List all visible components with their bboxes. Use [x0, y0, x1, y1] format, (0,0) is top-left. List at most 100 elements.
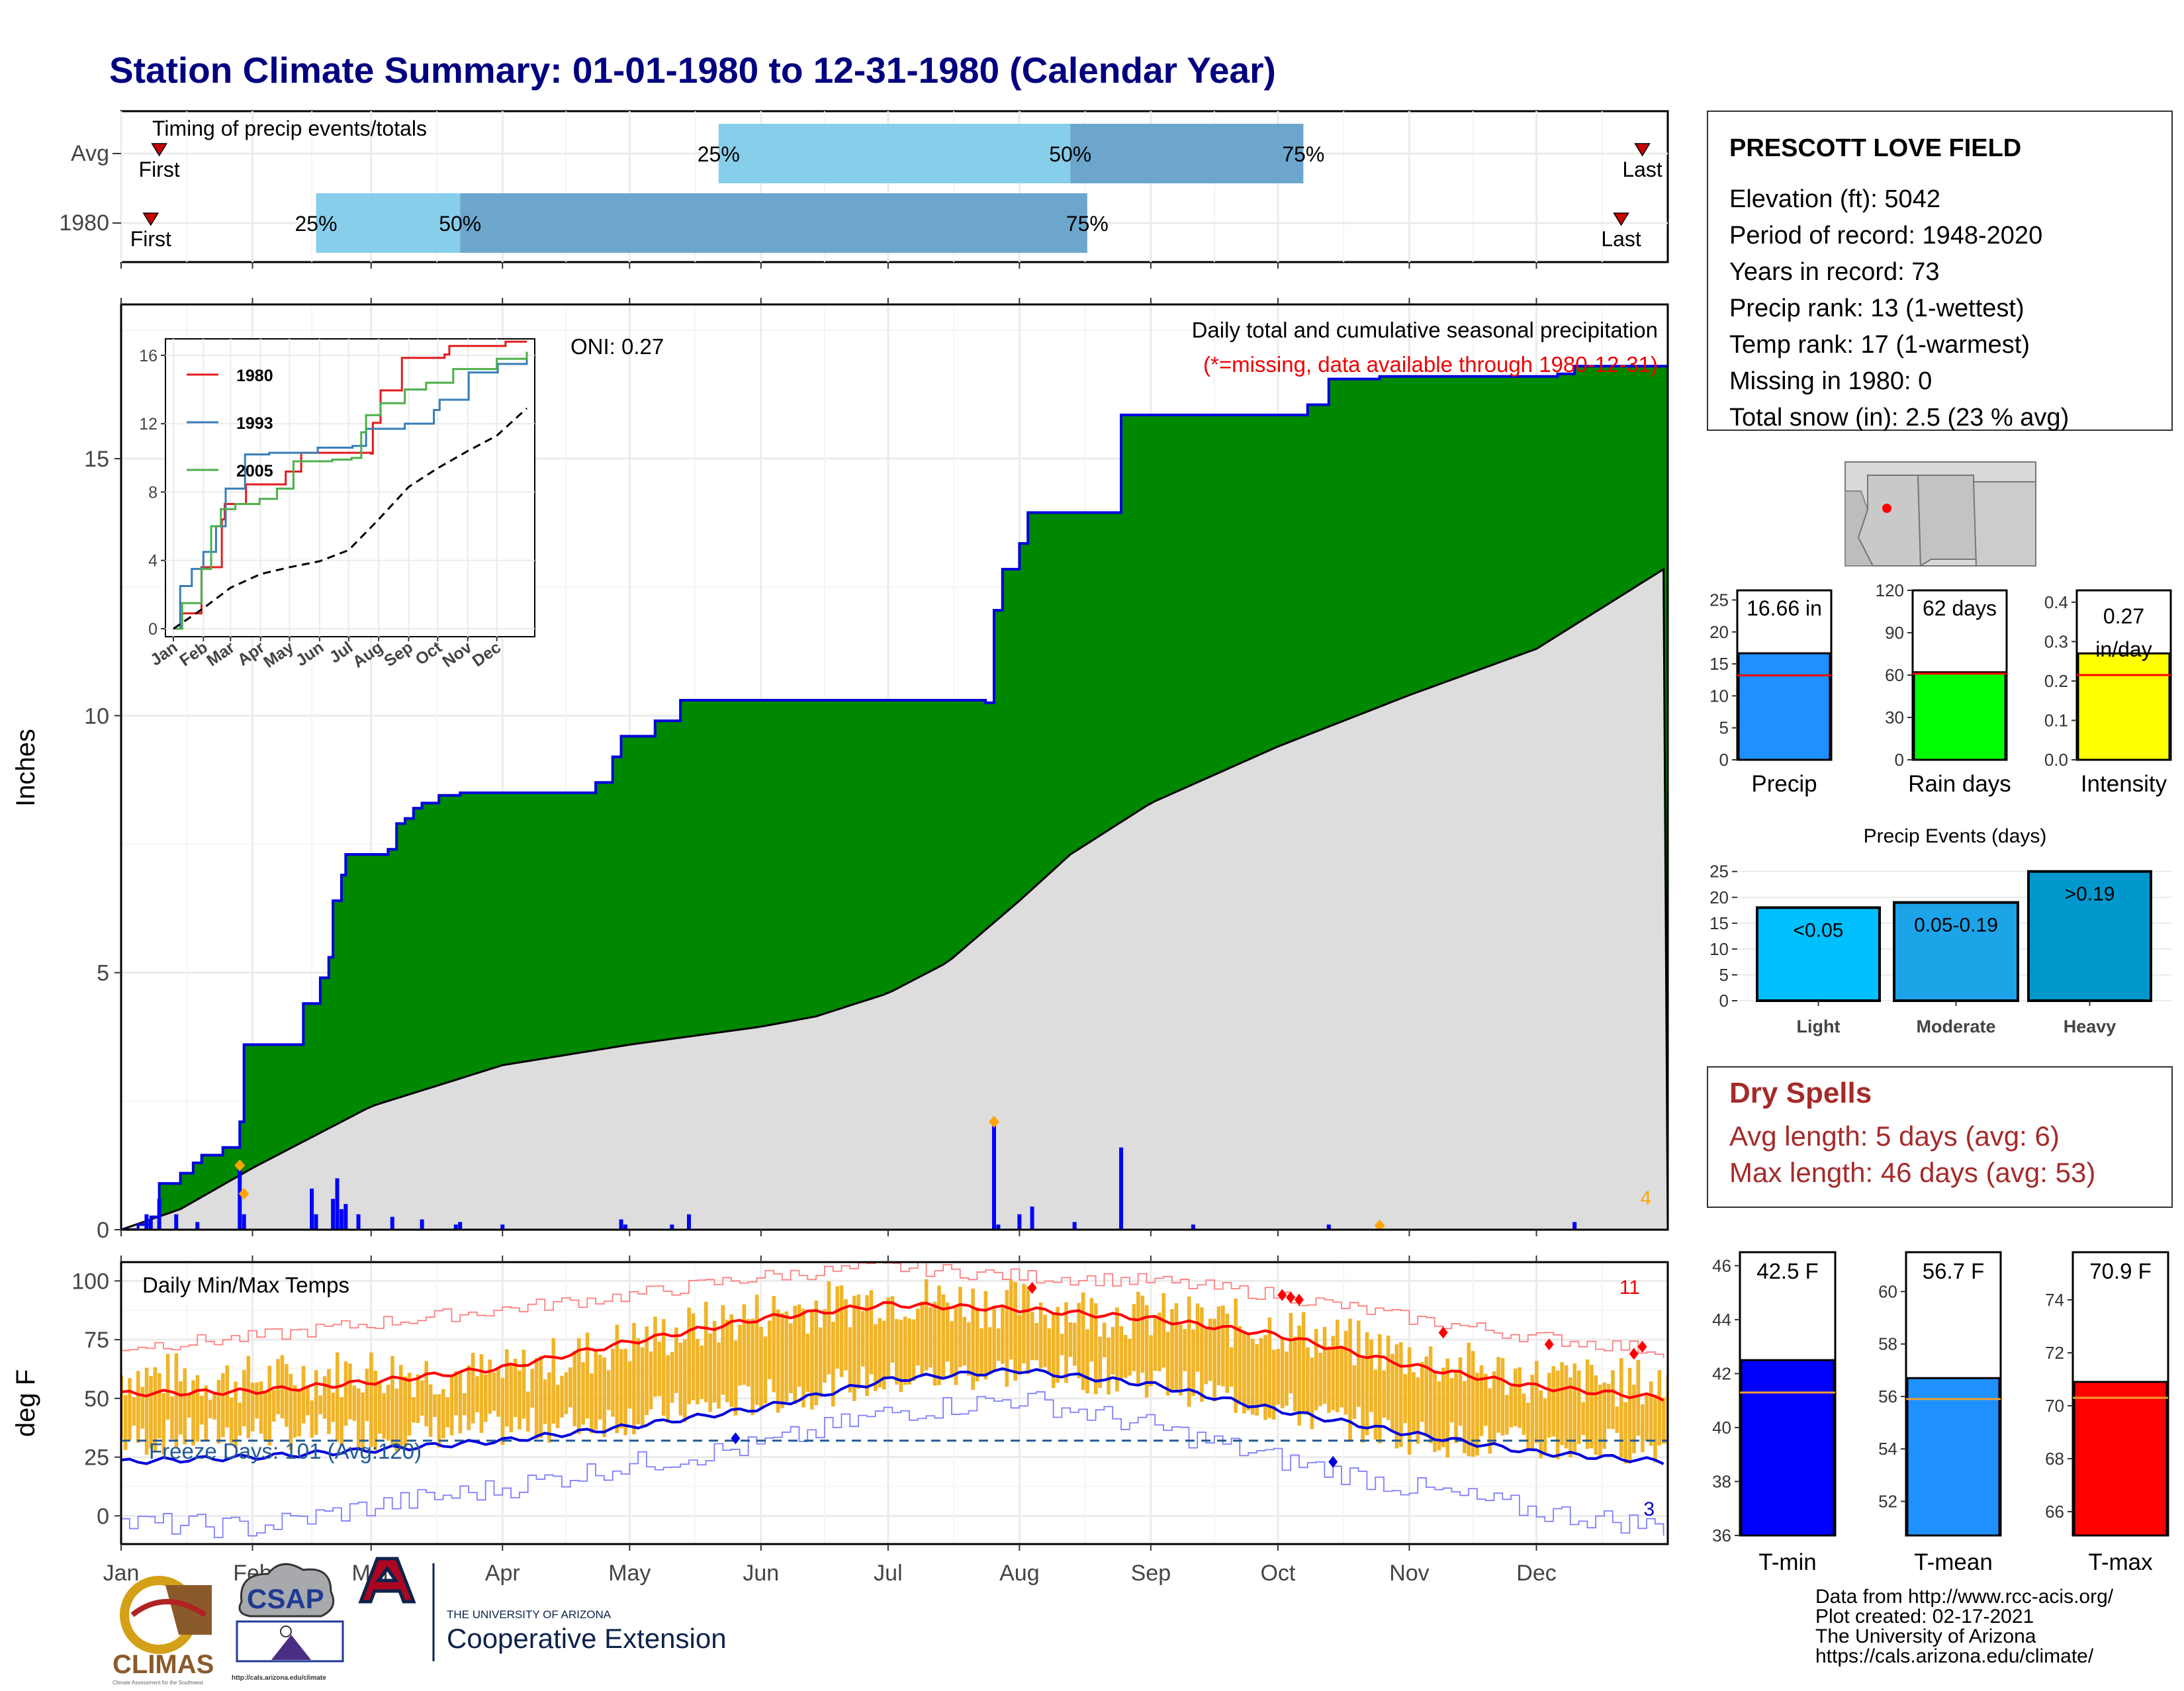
- events-bar-moderate: [1893, 901, 2019, 1003]
- daily-temp-range-bar: [551, 1338, 556, 1424]
- daily-temp-range-bar: [1513, 1368, 1518, 1426]
- daily-temp-range-bar: [297, 1391, 301, 1437]
- summary-ytick: 20: [1709, 622, 1729, 642]
- daily-temp-range-bar: [1208, 1318, 1212, 1381]
- record-high-marker: [1629, 1348, 1639, 1360]
- daily-temp-range-bar: [1170, 1309, 1174, 1393]
- temp-summary-ytick: 44: [1712, 1310, 1731, 1330]
- daily-temp-range-bar: [1437, 1381, 1441, 1451]
- page-title: Station Climate Summary: 01-01-1980 to 1…: [109, 50, 1276, 91]
- summary-ytick: 0.4: [2044, 592, 2068, 612]
- inset-line-1993: [173, 351, 528, 630]
- temp-ytick: 25: [84, 1445, 109, 1471]
- daily-precip-bar: [453, 1224, 458, 1230]
- daily-temp-range-bar: [1479, 1365, 1484, 1436]
- daily-temp-range-bar: [500, 1378, 505, 1445]
- daily-temp-range-bar: [327, 1369, 331, 1434]
- daily-precip-bar: [339, 1209, 343, 1230]
- precip-ytick: 0: [97, 1218, 109, 1243]
- temp-summary-ytick: 58: [1878, 1334, 1897, 1354]
- daily-temp-range-bar: [992, 1306, 996, 1371]
- daily-temp-range-bar: [1060, 1334, 1064, 1355]
- daily-temp-range-bar: [1250, 1338, 1255, 1415]
- daily-temp-range-bar: [1492, 1371, 1496, 1446]
- temp-summary-ytick: 72: [2045, 1343, 2064, 1363]
- daily-temp-range-bar: [1263, 1335, 1267, 1420]
- daily-temp-range-bar: [340, 1396, 343, 1446]
- daily-temp-range-bar: [962, 1316, 967, 1366]
- daily-temp-range-bar: [441, 1389, 445, 1439]
- daily-temp-range-bar: [1445, 1358, 1450, 1458]
- daily-temp-range-bar: [882, 1320, 886, 1390]
- temp-summary-ytick: 68: [2045, 1449, 2064, 1469]
- daily-temp-range-bar: [1221, 1305, 1225, 1387]
- daily-temp-range-bar: [754, 1295, 759, 1405]
- daily-temp-range-bar: [619, 1349, 623, 1429]
- timing-first-marker-1980: [142, 212, 159, 226]
- temp-summary-ytick: 52: [1878, 1491, 1897, 1511]
- daily-temp-range-bar: [1348, 1318, 1352, 1442]
- daily-precip-bar: [1191, 1224, 1195, 1230]
- daily-precip-bar: [420, 1219, 424, 1230]
- daily-precip-bar: [390, 1216, 394, 1230]
- summary-ytick: 120: [1876, 580, 1904, 600]
- daily-temp-range-bar: [869, 1290, 874, 1375]
- daily-temp-range-bar: [318, 1395, 322, 1414]
- daily-temp-range-bar: [1238, 1326, 1242, 1402]
- summary-bar-charts: 16.66 in 0 5 10 15 20 25 Precip 62 days 0 30 60 90 12…: [1709, 580, 2172, 797]
- daily-temp-range-bar: [365, 1368, 369, 1422]
- daily-temp-range-bar: [310, 1400, 314, 1438]
- daily-temp-range-bar: [522, 1349, 526, 1419]
- daily-temp-range-bar: [1509, 1386, 1514, 1428]
- daily-temp-range-bar: [979, 1328, 983, 1375]
- daily-temp-range-bar: [369, 1352, 373, 1447]
- daily-precip-bar: [1326, 1224, 1331, 1230]
- daily-temp-range-bar: [1094, 1303, 1098, 1394]
- footer-plot-date: Plot created: 02-17-2021: [1815, 1606, 2034, 1627]
- daily-temp-range-bar: [1234, 1299, 1238, 1413]
- summary-value-label: 16.66 in: [1747, 596, 1822, 620]
- daily-temp-range-bar: [1543, 1398, 1547, 1453]
- daily-temp-range-bar: [933, 1301, 937, 1386]
- daily-temp-range-bar: [602, 1357, 606, 1438]
- daily-temp-range-bar: [1518, 1367, 1522, 1428]
- daily-temp-range-bar: [416, 1374, 420, 1424]
- daily-temp-range-bar: [1449, 1378, 1454, 1423]
- daily-temp-range-bar: [678, 1342, 683, 1416]
- inset-ytick: 4: [148, 552, 158, 571]
- inset-ytick: 8: [148, 483, 158, 502]
- daily-temp-range-bar: [1034, 1322, 1038, 1361]
- daily-temp-range-bar: [712, 1320, 717, 1403]
- daily-temp-range-bar: [433, 1394, 437, 1418]
- daily-temp-range-bar: [975, 1307, 979, 1382]
- daily-temp-range-bar: [518, 1370, 522, 1430]
- record-high-marker: [1294, 1293, 1304, 1306]
- daily-temp-range-bar: [412, 1396, 416, 1423]
- daily-temp-range-bar: [657, 1342, 662, 1396]
- daily-temp-range-bar: [1179, 1324, 1183, 1396]
- daily-temp-range-bar: [1619, 1358, 1623, 1458]
- daily-temp-range-bar: [1191, 1329, 1195, 1396]
- timing-label-1980-50: 50%: [439, 212, 481, 236]
- footer-url: https://cals.arizona.edu/climate/: [1815, 1645, 2094, 1667]
- daily-temp-range-bar: [407, 1373, 412, 1436]
- summary-ytick: 25: [1709, 590, 1729, 610]
- timing-first-label-1980: First: [130, 227, 171, 251]
- timing-bar-avg-q3: [1070, 124, 1304, 183]
- dry-spells-title: Dry Spells: [1729, 1077, 1872, 1109]
- temp-summary-ytick: 56: [1878, 1387, 1897, 1406]
- daily-temp-range-bar: [356, 1388, 361, 1451]
- daily-temp-range-bar: [509, 1365, 514, 1433]
- daily-temp-range-bar: [352, 1385, 357, 1421]
- daily-temp-range-bar: [1322, 1326, 1327, 1404]
- daily-temp-range-bar: [204, 1385, 208, 1441]
- daily-temp-range-bar: [581, 1362, 585, 1425]
- daily-temp-range-bar: [1009, 1279, 1013, 1360]
- temp-ytick: 75: [84, 1328, 109, 1353]
- daily-temp-range-bar: [492, 1372, 496, 1411]
- daily-temp-range-bar: [1038, 1303, 1043, 1369]
- daily-temp-range-bar: [463, 1393, 467, 1416]
- daily-temp-range-bar: [687, 1307, 691, 1404]
- daily-temp-range-bar: [886, 1297, 890, 1379]
- daily-temp-range-bar: [555, 1385, 560, 1428]
